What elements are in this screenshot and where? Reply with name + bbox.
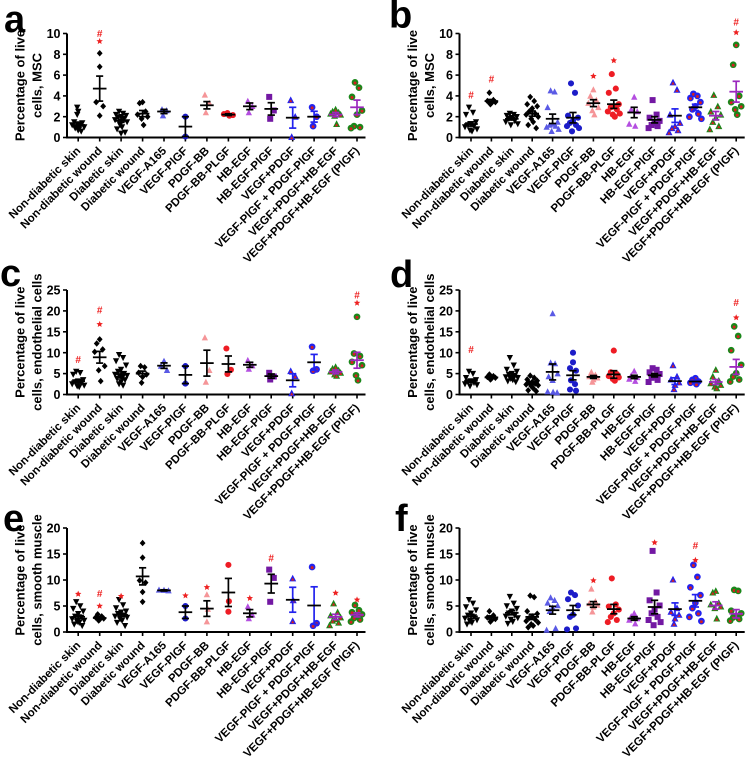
svg-text:20: 20 xyxy=(439,522,453,536)
svg-text:#: # xyxy=(489,75,495,86)
svg-text:5: 5 xyxy=(54,600,61,614)
svg-text:4: 4 xyxy=(446,90,453,104)
svg-text:#: # xyxy=(354,290,360,301)
svg-text:0: 0 xyxy=(446,626,453,640)
svg-text:2: 2 xyxy=(446,110,453,124)
svg-text:Percentage of live: Percentage of live xyxy=(13,524,28,635)
svg-text:cells, endothelial cells: cells, endothelial cells xyxy=(422,274,437,411)
svg-text:25: 25 xyxy=(439,284,453,298)
svg-text:15: 15 xyxy=(47,548,61,562)
svg-text:5: 5 xyxy=(446,367,453,381)
svg-text:cells, MSC: cells, MSC xyxy=(422,52,437,118)
svg-text:Percentage of live: Percentage of live xyxy=(13,287,28,398)
svg-text:20: 20 xyxy=(47,522,61,536)
svg-text:5: 5 xyxy=(446,600,453,614)
svg-text:10: 10 xyxy=(439,346,453,360)
svg-text:10: 10 xyxy=(47,346,61,360)
svg-text:0: 0 xyxy=(54,626,61,640)
svg-text:10: 10 xyxy=(439,574,453,588)
svg-text:10: 10 xyxy=(47,574,61,588)
svg-text:Percentage of live: Percentage of live xyxy=(13,30,28,141)
svg-text:#: # xyxy=(75,355,81,366)
svg-text:0: 0 xyxy=(54,131,61,145)
svg-text:15: 15 xyxy=(439,325,453,339)
svg-text:25: 25 xyxy=(47,284,61,298)
svg-text:Percentage of live: Percentage of live xyxy=(405,524,420,635)
svg-text:b: b xyxy=(389,0,412,37)
svg-text:2: 2 xyxy=(54,110,61,124)
svg-text:#: # xyxy=(97,306,103,317)
svg-text:#: # xyxy=(97,29,103,40)
svg-text:Percentage of live: Percentage of live xyxy=(405,287,420,398)
svg-text:15: 15 xyxy=(47,325,61,339)
svg-text:10: 10 xyxy=(439,27,453,41)
svg-text:e: e xyxy=(3,498,24,540)
svg-text:a: a xyxy=(4,0,26,41)
svg-text:c: c xyxy=(0,253,21,295)
svg-text:d: d xyxy=(390,254,413,296)
svg-text:20: 20 xyxy=(47,305,61,319)
svg-text:6: 6 xyxy=(54,69,61,83)
svg-text:#: # xyxy=(468,345,474,356)
svg-text:0: 0 xyxy=(54,388,61,402)
svg-text:5: 5 xyxy=(54,367,61,381)
svg-text:20: 20 xyxy=(439,305,453,319)
svg-text:8: 8 xyxy=(446,48,453,62)
svg-text:Percentage of live: Percentage of live xyxy=(405,30,420,141)
svg-text:15: 15 xyxy=(439,548,453,562)
svg-text:#: # xyxy=(268,554,274,565)
svg-text:0: 0 xyxy=(446,131,453,145)
svg-text:0: 0 xyxy=(446,388,453,402)
svg-text:cells, MSC: cells, MSC xyxy=(30,52,45,118)
svg-text:10: 10 xyxy=(47,27,61,41)
svg-text:#: # xyxy=(733,298,739,309)
svg-text:cells, smooth muscle: cells, smooth muscle xyxy=(422,514,437,646)
svg-text:6: 6 xyxy=(446,69,453,83)
svg-text:cells, endothelial cells: cells, endothelial cells xyxy=(30,274,45,411)
svg-text:#: # xyxy=(693,541,699,552)
svg-text:#: # xyxy=(733,18,739,29)
svg-text:8: 8 xyxy=(54,48,61,62)
svg-text:4: 4 xyxy=(54,90,61,104)
svg-text:cells, smooth muscle: cells, smooth muscle xyxy=(30,514,45,646)
svg-text:f: f xyxy=(395,498,408,540)
svg-text:#: # xyxy=(468,90,474,101)
svg-text:#: # xyxy=(97,589,103,600)
